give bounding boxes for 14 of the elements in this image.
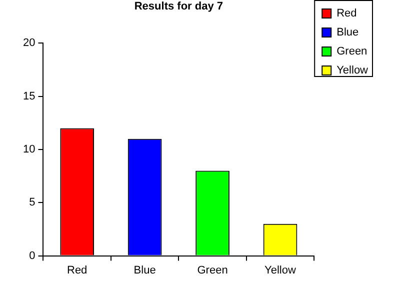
legend-label: Yellow [336,64,368,77]
x-tick-label: Red [67,264,88,276]
legend-label: Blue [336,26,359,39]
x-tick-label: Yellow [264,264,296,276]
y-tick-label: 10 [22,144,36,156]
legend-label: Red [336,8,357,20]
y-tick-label: 20 [22,37,36,50]
y-tick-label: 0 [29,250,36,262]
legend-label: Green [336,46,368,58]
x-tick-label: Green [197,264,228,276]
y-tick-label: 5 [29,196,36,209]
chart-title: Results for day 7 [134,0,223,13]
y-tick-label: 15 [22,90,36,102]
x-tick-label: Blue [134,264,156,276]
